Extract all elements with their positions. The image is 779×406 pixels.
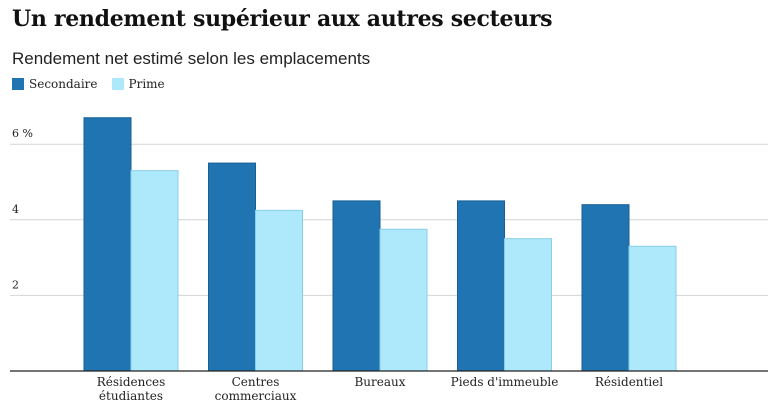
x-category-label: Bureaux <box>354 375 405 389</box>
legend-swatch-secondaire <box>12 78 24 90</box>
bar-secondaire <box>457 200 505 372</box>
chart-subtitle: Rendement net estimé selon les emplaceme… <box>12 49 371 68</box>
y-tick-label: 2 <box>12 278 19 291</box>
bar-prime <box>255 209 303 372</box>
legend-item-prime: Prime <box>111 77 165 91</box>
legend-swatch-prime <box>111 78 124 90</box>
bar-secondaire <box>208 162 256 372</box>
bar-secondaire <box>581 204 630 372</box>
legend: Secondaire Prime <box>12 77 179 91</box>
x-category-label: Centres commerciaux <box>215 375 297 403</box>
legend-label-secondaire: Secondaire <box>29 77 98 91</box>
legend-label-prime: Prime <box>128 77 165 91</box>
x-category-label: Pieds d'immeuble <box>451 375 559 389</box>
x-category-label: Résidentiel <box>595 375 663 389</box>
chart-title: Un rendement supérieur aux autres secteu… <box>12 6 553 32</box>
bar-prime <box>504 238 552 372</box>
legend-item-secondaire: Secondaire <box>12 77 98 91</box>
bar-secondaire <box>83 117 132 372</box>
y-tick-label: 4 <box>12 203 19 216</box>
bar-prime <box>379 228 428 372</box>
bar-prime <box>628 245 677 372</box>
bar-secondaire <box>332 200 381 372</box>
x-category-label: Résidences étudiantes <box>97 375 166 403</box>
bar-prime <box>130 170 179 372</box>
y-tick-label: 6 % <box>12 127 33 140</box>
